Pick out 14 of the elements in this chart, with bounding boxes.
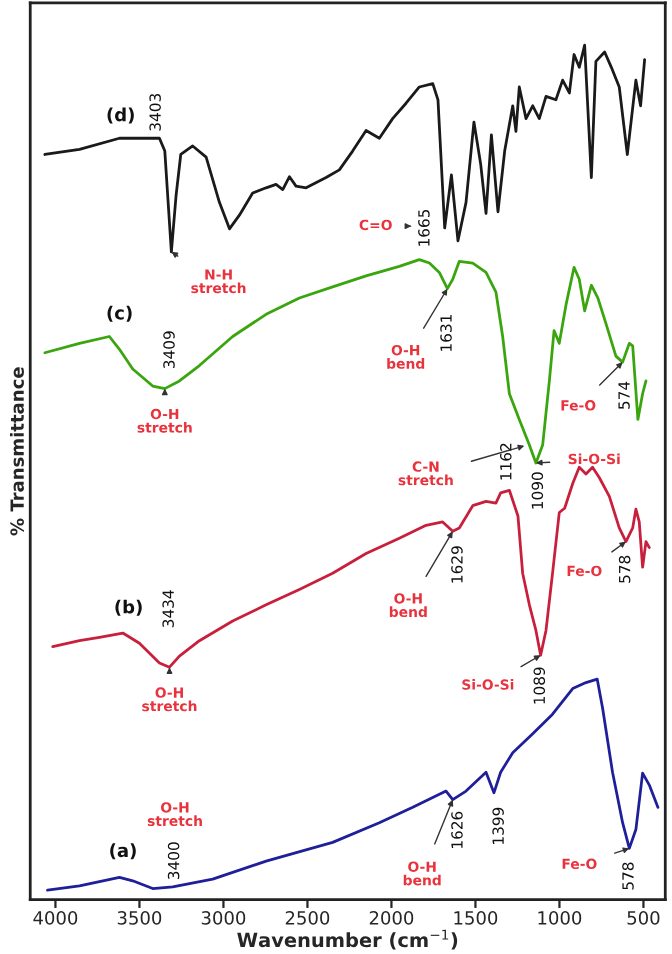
x-tick-label: 2000	[369, 911, 414, 925]
x-tick-label: 1500	[454, 911, 498, 925]
x-tick-label: 3000	[201, 911, 246, 925]
x-tick-label: 4000	[33, 911, 78, 925]
series-label: (b)	[115, 599, 142, 616]
x-tick-label: 1000	[538, 911, 582, 925]
y-axis-title: % Transmittance	[9, 367, 24, 536]
x-tick-label: 3500	[117, 911, 162, 925]
x-axis-title: Wavenumber (cm$^{−1}$)	[237, 929, 458, 950]
series-label: (d)	[107, 107, 134, 124]
x-tick-label: 2500	[285, 911, 330, 925]
x-tick-label: 500	[627, 911, 660, 925]
series-label: (a)	[110, 843, 136, 860]
series-label: (c)	[107, 305, 132, 322]
